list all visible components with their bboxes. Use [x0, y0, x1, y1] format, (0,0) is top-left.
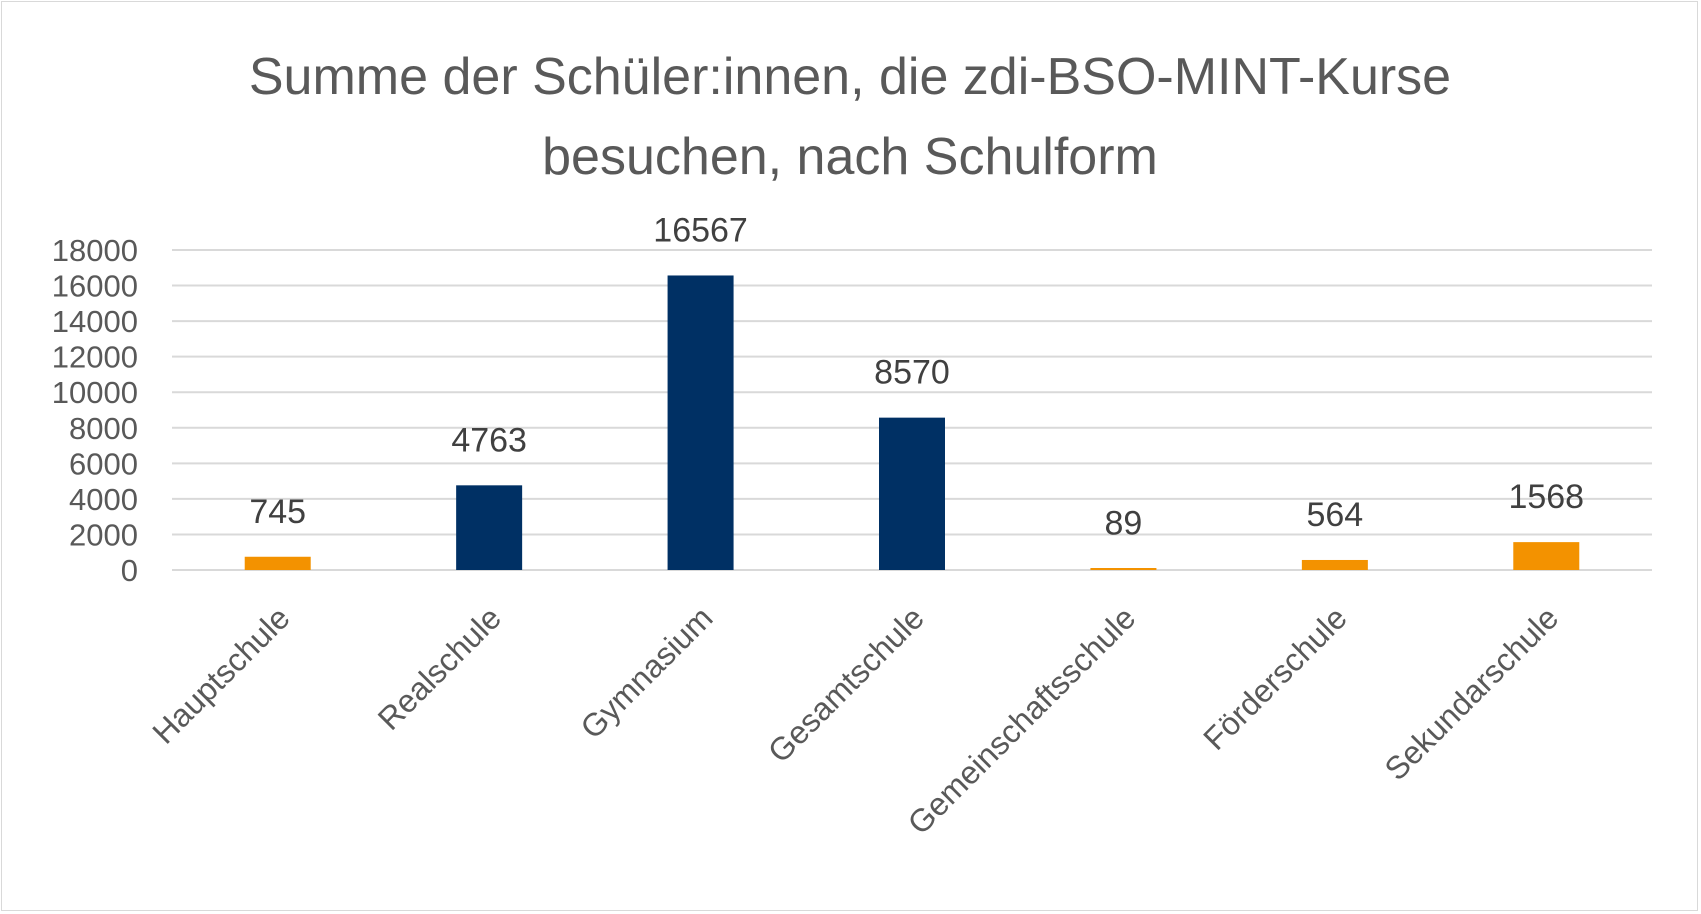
y-tick-label: 14000	[52, 304, 138, 339]
bar	[244, 556, 311, 570]
x-tick-label: Realschule	[371, 599, 508, 736]
bar	[667, 275, 734, 570]
x-axis-ticks: Hauptschule Realschule Gymnasium Gesamtschu…	[145, 599, 1565, 841]
y-tick-label: 16000	[52, 269, 138, 304]
x-tick-label: Gesamtschule	[761, 599, 931, 769]
bar	[456, 485, 523, 570]
data-label: 4763	[451, 421, 527, 459]
y-tick-label: 0	[121, 553, 138, 588]
x-tick-label: Gemeinschaftsschule	[901, 599, 1143, 841]
data-label: 1568	[1508, 478, 1584, 516]
bar	[1301, 559, 1368, 570]
x-tick-label: Hauptschule	[145, 599, 296, 750]
chart-title-line-1: Summe der Schüler:innen, die zdi-BSO-MIN…	[249, 48, 1451, 106]
data-label: 745	[249, 493, 306, 531]
bar	[1513, 542, 1580, 570]
bar	[879, 417, 945, 570]
chart-title-line-2: besuchen, nach Schulform	[542, 128, 1158, 186]
x-tick-label: Förderschule	[1196, 599, 1354, 757]
y-tick-label: 10000	[52, 375, 138, 410]
x-tick-label: Sekundarschule	[1378, 599, 1566, 787]
x-tick-label: Gymnasium	[573, 599, 719, 745]
data-label: 89	[1105, 504, 1143, 542]
y-axis-ticks: 0200040006000800010000120001400016000180…	[52, 233, 138, 588]
data-label: 16567	[653, 211, 748, 249]
bar	[1090, 568, 1157, 570]
y-tick-label: 18000	[52, 233, 138, 268]
y-tick-label: 6000	[69, 446, 138, 481]
y-tick-label: 12000	[52, 340, 138, 375]
bars	[244, 275, 1580, 570]
data-label: 8570	[874, 354, 950, 392]
data-labels: 745 4763 16567 8570 89 564 1568	[249, 211, 1584, 542]
y-tick-label: 4000	[69, 482, 138, 517]
y-tick-label: 8000	[69, 411, 138, 446]
data-label: 564	[1306, 496, 1363, 534]
y-tick-label: 2000	[69, 517, 138, 552]
